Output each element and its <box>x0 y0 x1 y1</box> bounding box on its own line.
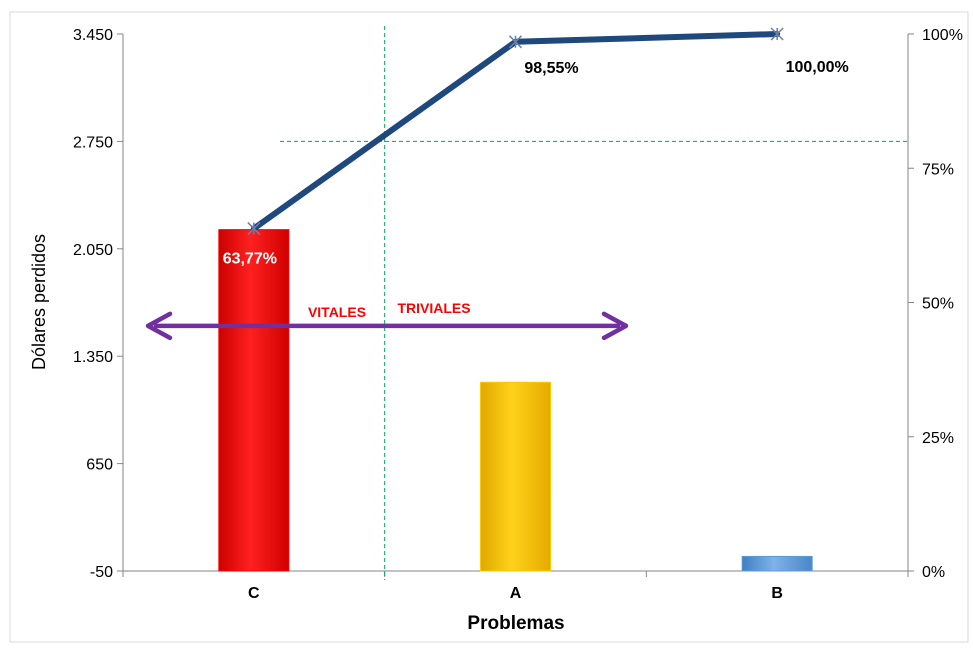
y-tick-label: 3.450 <box>73 27 113 44</box>
x-tick-label: A <box>510 585 522 602</box>
line-point-marker <box>508 35 523 49</box>
bars-group <box>218 229 813 572</box>
arrow-head-left <box>145 311 173 341</box>
y2-tick-label: 50% <box>922 296 954 313</box>
vital-annotation: VITALES <box>308 304 366 320</box>
reference-lines <box>280 26 908 580</box>
y2-tick-label: 100% <box>922 27 963 44</box>
y2-tick-label: 25% <box>922 430 954 447</box>
bar-C <box>218 229 290 572</box>
line-point-marker <box>770 27 784 41</box>
y2-tick-label: 0% <box>922 564 945 581</box>
annotations-group: VITALES TRIVIALES <box>145 300 629 341</box>
bar-B <box>741 555 813 572</box>
cumulative-data-label: 63,77% <box>223 251 277 268</box>
cumulative-data-label: 98,55% <box>524 60 578 77</box>
x-tick-label: C <box>248 585 260 602</box>
x-tick-label: B <box>771 585 783 602</box>
y-axis-label: Dólares perdidos <box>29 234 49 370</box>
arrow-head-right <box>601 311 629 341</box>
y2-tick-label: 75% <box>922 161 954 178</box>
y-tick-label: 1.350 <box>73 349 113 366</box>
line-point-marker <box>247 222 261 236</box>
y-tick-label: -50 <box>90 564 113 581</box>
trivial-annotation: TRIVIALES <box>397 300 470 316</box>
y-tick-label: 650 <box>86 457 113 474</box>
cumulative-data-label: 100,00% <box>786 59 849 76</box>
axes-group: 3.450 2.750 2.050 1.350 650 -50 100% 75% 50% 25% 0… <box>73 27 963 602</box>
y-tick-label: 2.750 <box>73 134 113 151</box>
bar-A <box>480 381 551 572</box>
cumulative-line-group: 63,77% 98,55% 100,00% <box>223 27 849 268</box>
x-axis-label: Problemas <box>467 613 564 634</box>
y-tick-label: 2.050 <box>73 242 113 259</box>
